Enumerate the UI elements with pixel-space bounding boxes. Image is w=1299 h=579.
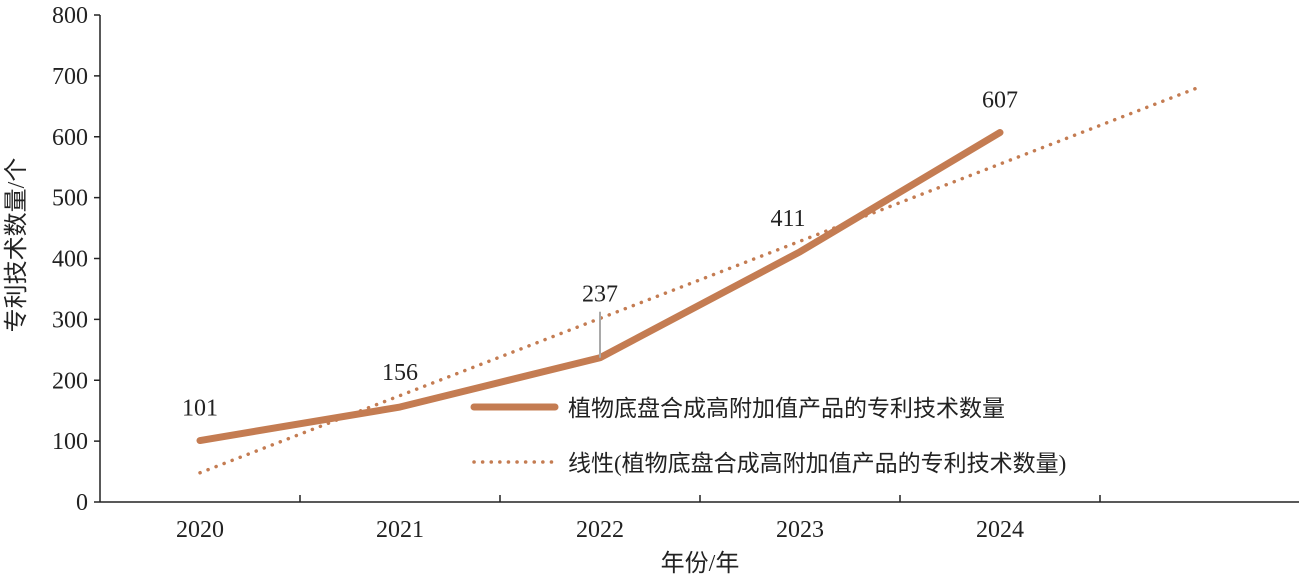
legend: 植物底盘合成高附加值产品的专利技术数量线性(植物底盘合成高附加值产品的专利技术数… [470, 396, 1066, 476]
data-labels: 101 156 237 411 607 [182, 87, 1018, 421]
data-label: 237 [582, 282, 618, 308]
x-axis-title: 年份/年 [661, 550, 740, 577]
x-tick-label: 2022 [576, 517, 624, 543]
y-tick-label: 700 [52, 64, 88, 90]
data-label: 156 [382, 360, 418, 386]
y-tick-label: 100 [52, 429, 88, 455]
x-tick-label: 2024 [976, 517, 1024, 543]
y-tick-label: 500 [52, 186, 88, 212]
y-tick-label: 600 [52, 125, 88, 151]
x-tick-label: 2021 [376, 517, 424, 543]
x-axis: 2020 2021 2022 2023 2024 [100, 495, 1299, 543]
x-tick-label: 2020 [176, 517, 224, 543]
legend-label-series: 植物底盘合成高附加值产品的专利技术数量 [568, 396, 1005, 421]
legend-label-trendline: 线性(植物底盘合成高附加值产品的专利技术数量) [568, 451, 1066, 476]
data-label: 607 [982, 87, 1018, 113]
y-tick-label: 800 [52, 3, 88, 29]
y-axis: 0 100 200 300 400 500 600 700 800 [52, 3, 101, 516]
y-tick-label: 300 [52, 307, 88, 333]
x-tick-label: 2023 [776, 517, 824, 543]
y-axis-title: 专利技术数量/个 [3, 158, 30, 333]
y-tick-label: 200 [52, 368, 88, 394]
data-label: 411 [770, 206, 805, 232]
y-tick-label: 0 [76, 490, 88, 516]
data-label: 101 [182, 396, 218, 422]
y-tick-label: 400 [52, 247, 88, 273]
trendline [198, 85, 1202, 475]
trendline-line [198, 85, 1202, 475]
